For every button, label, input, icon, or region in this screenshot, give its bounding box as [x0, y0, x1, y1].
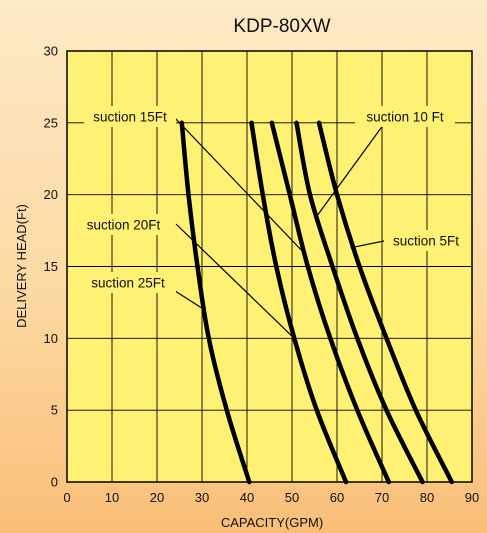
x-tick-label: 90: [465, 490, 479, 505]
curve-labels: suction 15Ft suction 10 Ft suction 20Ft suc…: [76, 106, 468, 293]
label-suction-25ft: suction 25Ft: [91, 276, 165, 291]
leader-suction-20ft: [175, 223, 295, 339]
curve-suction-25ft: [179, 120, 252, 485]
y-axis-ticks: 0 5 10 15 20 25 30: [44, 44, 58, 490]
curve-suction-20ft: [249, 120, 349, 485]
x-tick-label: 50: [285, 490, 299, 505]
y-tick-label: 15: [44, 259, 58, 274]
curve-suction-5ft: [316, 120, 455, 485]
leader-suction-15ft: [173, 116, 304, 253]
x-tick-label: 20: [150, 490, 164, 505]
x-tick-label: 40: [240, 490, 254, 505]
label-suction-5ft: suction 5Ft: [393, 234, 459, 249]
x-axis-ticks: 0 10 20 30 40 50 60 70 80 90: [63, 490, 479, 505]
y-tick-label: 5: [51, 403, 58, 418]
curve-suction-15ft: [269, 120, 392, 485]
leader-suction-10-ft: [316, 116, 390, 217]
x-tick-label: 70: [375, 490, 389, 505]
label-suction-20ft: suction 20Ft: [87, 218, 161, 233]
y-tick-label: 25: [44, 115, 58, 130]
head-capacity-curves: [179, 120, 455, 485]
label-leader-lines: [171, 116, 390, 339]
x-tick-label: 0: [63, 490, 70, 505]
x-tick-label: 80: [420, 490, 434, 505]
x-axis-title: CAPACITY(GPM): [221, 515, 323, 530]
x-tick-label: 30: [195, 490, 209, 505]
x-tick-label: 10: [105, 490, 119, 505]
label-box-suction-5ft: [384, 230, 468, 251]
y-tick-label: 10: [44, 331, 58, 346]
label-box-suction-15ft: [84, 106, 176, 127]
label-box-suction-25ft: [80, 272, 176, 293]
chart-title: KDP-80XW: [233, 16, 330, 37]
leader-suction-5ft: [350, 239, 390, 249]
y-tick-label: 0: [51, 475, 58, 490]
label-suction-15ft: suction 15Ft: [93, 110, 167, 125]
y-axis-title: DELIVERY HEAD(Ft): [14, 204, 29, 328]
label-box-suction-10-ft: [355, 106, 455, 127]
label-box-suction-20ft: [76, 214, 171, 235]
leader-suction-25ft: [171, 288, 205, 311]
y-tick-label: 20: [44, 187, 58, 202]
curve-suction-10-ft: [294, 120, 425, 485]
x-tick-label: 60: [330, 490, 344, 505]
y-tick-label: 30: [44, 44, 58, 59]
label-suction-10-ft: suction 10 Ft: [366, 110, 444, 125]
